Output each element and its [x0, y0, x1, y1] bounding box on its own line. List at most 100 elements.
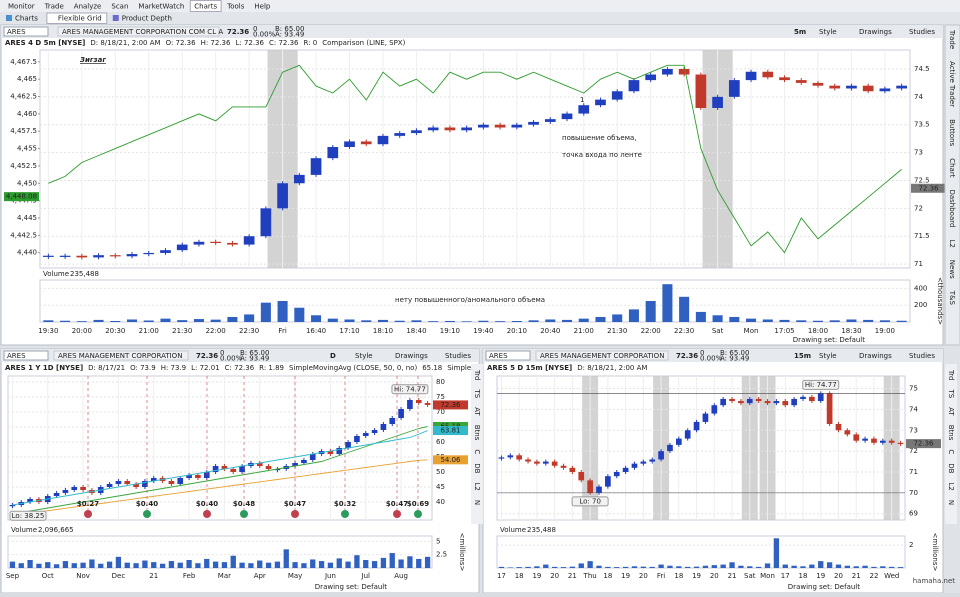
aggregation[interactable]: 5m [794, 28, 806, 36]
subtab[interactable]: Flexible Grid [58, 15, 102, 23]
y-tick-label: 4,452.5 [10, 162, 37, 170]
x-tick-label: 20:30 [105, 327, 125, 335]
toolbar-button[interactable]: Studies [445, 352, 471, 360]
menu-item[interactable]: Analyze [74, 3, 102, 11]
drawing-set[interactable]: Drawing set: Default [788, 583, 860, 591]
candle [186, 475, 192, 478]
volume-bar [45, 562, 51, 568]
mini-sidebar-tab[interactable]: AT [473, 407, 481, 416]
x-tick-label: 18:40 [406, 327, 426, 335]
toolbar-button[interactable]: Style [355, 352, 373, 360]
candle [143, 252, 155, 255]
volume-bar [747, 566, 753, 568]
candle [611, 91, 623, 100]
candle [511, 124, 523, 128]
drawing-set[interactable]: Drawing set: Default [315, 583, 387, 591]
ask: A: 93.49 [240, 355, 269, 363]
event-icon[interactable] [203, 510, 211, 518]
x-tick-label: 18 [515, 572, 524, 580]
event-icon[interactable] [143, 510, 151, 518]
mini-sidebar-tab[interactable]: DB [947, 463, 955, 473]
sidebar-tab[interactable]: Dashboard [948, 189, 956, 227]
y-tick-label: 75 [436, 393, 445, 401]
toolbar-button[interactable]: Style [819, 352, 837, 360]
mini-sidebar-tab[interactable]: TS [947, 388, 955, 398]
sidebar-tab[interactable]: Active Trader [948, 61, 956, 107]
event-icon[interactable] [393, 510, 401, 518]
toolbar-button[interactable]: Drawings [859, 28, 892, 36]
x-tick-label: 18:10 [373, 327, 393, 335]
mini-sidebar-tab[interactable]: TS [473, 388, 481, 398]
menu-item[interactable]: Help [254, 3, 271, 11]
event-icon[interactable] [84, 510, 92, 518]
mini-sidebar-tab[interactable]: DB [473, 463, 481, 473]
mini-sidebar-tab[interactable]: L2 [473, 482, 481, 490]
sidebar-tab[interactable]: Buttons [948, 119, 956, 146]
volume-bar [587, 561, 593, 568]
y-tick-label: 4,460 [17, 110, 37, 118]
volume-bar [495, 321, 506, 322]
y-tick-label: 74.5 [914, 65, 930, 73]
volume-bar [818, 561, 824, 568]
toolbar-button[interactable]: Studies [909, 28, 935, 36]
toolbar-button[interactable]: Studies [909, 352, 935, 360]
drawing-set[interactable]: Drawing set: Default [793, 336, 865, 344]
symbol-box[interactable] [3, 350, 49, 361]
sidebar-tab[interactable]: News [948, 260, 956, 279]
menu-item[interactable]: Trade [44, 3, 64, 11]
mini-sidebar-tab[interactable]: C [473, 449, 481, 454]
candle [230, 469, 237, 472]
candle [755, 398, 762, 402]
sidebar-tab[interactable]: T&S [948, 290, 956, 306]
candle [62, 490, 69, 493]
subtab[interactable]: Charts [15, 15, 38, 23]
menu-item[interactable]: Charts [194, 3, 217, 11]
candle [80, 487, 86, 490]
mini-sidebar-tab[interactable]: Btns [473, 425, 481, 441]
mini-sidebar-tab[interactable]: N [947, 500, 955, 505]
x-tick-label: Sep [6, 572, 20, 580]
menu-item[interactable]: MarketWatch [138, 3, 184, 11]
aggregation[interactable]: 15m [794, 352, 811, 360]
menu-item[interactable]: Monitor [8, 3, 35, 11]
y-tick-label: 70 [436, 408, 445, 416]
mini-sidebar-tab[interactable]: Trd [473, 369, 481, 380]
symbol-box[interactable] [485, 350, 531, 361]
sidebar-tab[interactable]: Trade [948, 29, 956, 49]
volume-bar [27, 560, 33, 568]
event-icon[interactable] [240, 510, 248, 518]
event-icon[interactable] [414, 510, 422, 518]
y-tick-label: 60 [436, 438, 445, 446]
y-tick-label: 4,450 [17, 179, 37, 187]
menu-item[interactable]: Scan [111, 3, 128, 11]
y-tick-label: 4,455 [17, 145, 37, 153]
candle [133, 484, 139, 487]
menu-item[interactable]: Tools [226, 3, 245, 11]
volume-bar [640, 566, 647, 568]
name-box [535, 350, 669, 361]
subtab[interactable]: Product Depth [122, 15, 172, 23]
aggregation[interactable]: D [330, 352, 336, 360]
mini-sidebar-tab[interactable]: Btns [947, 425, 955, 441]
info-item: D: 8/18/21, 2:00 AM [90, 39, 160, 47]
mini-sidebar-tab[interactable]: AT [947, 407, 955, 416]
candle [377, 135, 389, 145]
volume-bar [142, 560, 148, 568]
volume-bar [871, 566, 877, 568]
event-icon[interactable] [341, 510, 349, 518]
mini-sidebar-tab[interactable]: Trd [947, 369, 955, 380]
candle [498, 457, 505, 459]
change-pct: 0.00% [700, 355, 723, 363]
toolbar-button[interactable]: Drawings [395, 352, 428, 360]
sidebar-tab[interactable]: L2 [948, 239, 956, 247]
toolbar-button[interactable]: Style [819, 28, 837, 36]
event-icon[interactable] [291, 510, 299, 518]
symbol-box[interactable] [3, 26, 49, 37]
candle [93, 255, 104, 258]
toolbar-button[interactable]: Drawings [859, 352, 892, 360]
candle [712, 96, 723, 108]
mini-sidebar-tab[interactable]: C [947, 449, 955, 454]
mini-sidebar-tab[interactable]: N [473, 500, 481, 505]
sidebar-tab[interactable]: Chart [948, 158, 956, 177]
mini-sidebar-tab[interactable]: L2 [947, 482, 955, 490]
